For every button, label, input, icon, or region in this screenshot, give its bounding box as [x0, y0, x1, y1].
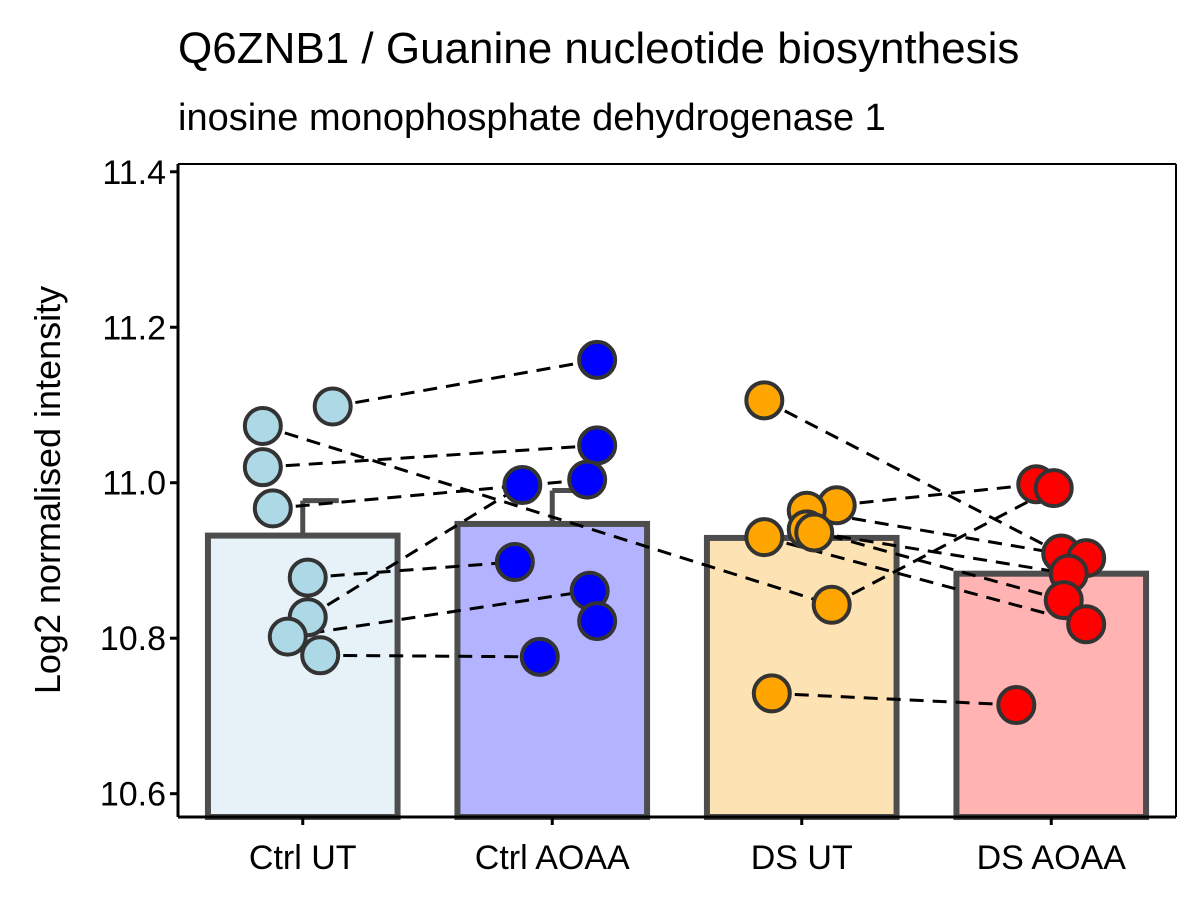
- chart-title: Q6ZNB1 / Guanine nucleotide biosynthesis: [178, 24, 1019, 73]
- point-1-0: [577, 339, 618, 380]
- x-tick-label-1: Ctrl AOAA: [475, 839, 630, 877]
- point-0-3: [252, 488, 293, 529]
- bar-2: [703, 534, 900, 820]
- pair-line-14: [830, 486, 1055, 607]
- pair-line-2: [262, 443, 598, 469]
- point-1-3: [502, 465, 543, 506]
- point-2-5: [744, 517, 785, 558]
- pair-line-5: [306, 483, 524, 619]
- x-tick-label-0: Ctrl UT: [249, 839, 357, 877]
- point-2-6: [811, 584, 852, 625]
- point-1-1: [577, 425, 618, 466]
- point-2-4: [794, 512, 835, 553]
- pair-line-10: [806, 509, 1087, 560]
- y-axis-label: Log2 normalised intensity: [27, 286, 68, 694]
- x-tick-label-3: DS AOAA: [977, 839, 1127, 877]
- plot-area: 10.6 10.8 11.0 11.2 11.4 Ctrl UT Ctrl AOAA DS U…: [100, 154, 1177, 877]
- point-1-7: [519, 636, 560, 677]
- point-3-7: [996, 685, 1037, 726]
- point-0-7: [300, 635, 341, 676]
- point-0-6: [267, 616, 308, 657]
- pair-line-1: [262, 424, 833, 607]
- pair-line-4: [307, 560, 515, 580]
- pair-line-0: [332, 358, 598, 409]
- x-tick-label-2: DS UT: [751, 839, 853, 877]
- y-tick-label-0: 10.6: [100, 776, 166, 814]
- pair-line-9: [836, 482, 1037, 507]
- pair-line-12: [813, 530, 1069, 576]
- y-tick-label-3: 11.2: [102, 309, 166, 347]
- y-tick-label-4: 11.4: [102, 154, 166, 192]
- y-tick-label-1: 10.8: [100, 620, 166, 658]
- chart-subtitle: inosine monophosphate dehydrogenase 1: [178, 97, 886, 139]
- point-3-6: [1066, 604, 1107, 645]
- point-3-5: [1043, 580, 1084, 621]
- point-2-7: [751, 673, 792, 714]
- y-tick-label-2: 11.0: [102, 465, 166, 503]
- point-1-2: [567, 459, 608, 500]
- point-1-6: [577, 601, 618, 642]
- point-0-4: [287, 557, 328, 598]
- point-0-0: [312, 386, 353, 427]
- point-2-0: [744, 380, 785, 421]
- point-0-1: [242, 405, 283, 446]
- pair-line-15: [771, 691, 1017, 707]
- pair-line-8: [763, 398, 1062, 555]
- point-1-4: [494, 542, 535, 583]
- point-3-1: [1033, 468, 1074, 509]
- pair-line-6: [287, 589, 590, 639]
- point-0-2: [242, 447, 283, 488]
- pair-line-7: [320, 653, 540, 659]
